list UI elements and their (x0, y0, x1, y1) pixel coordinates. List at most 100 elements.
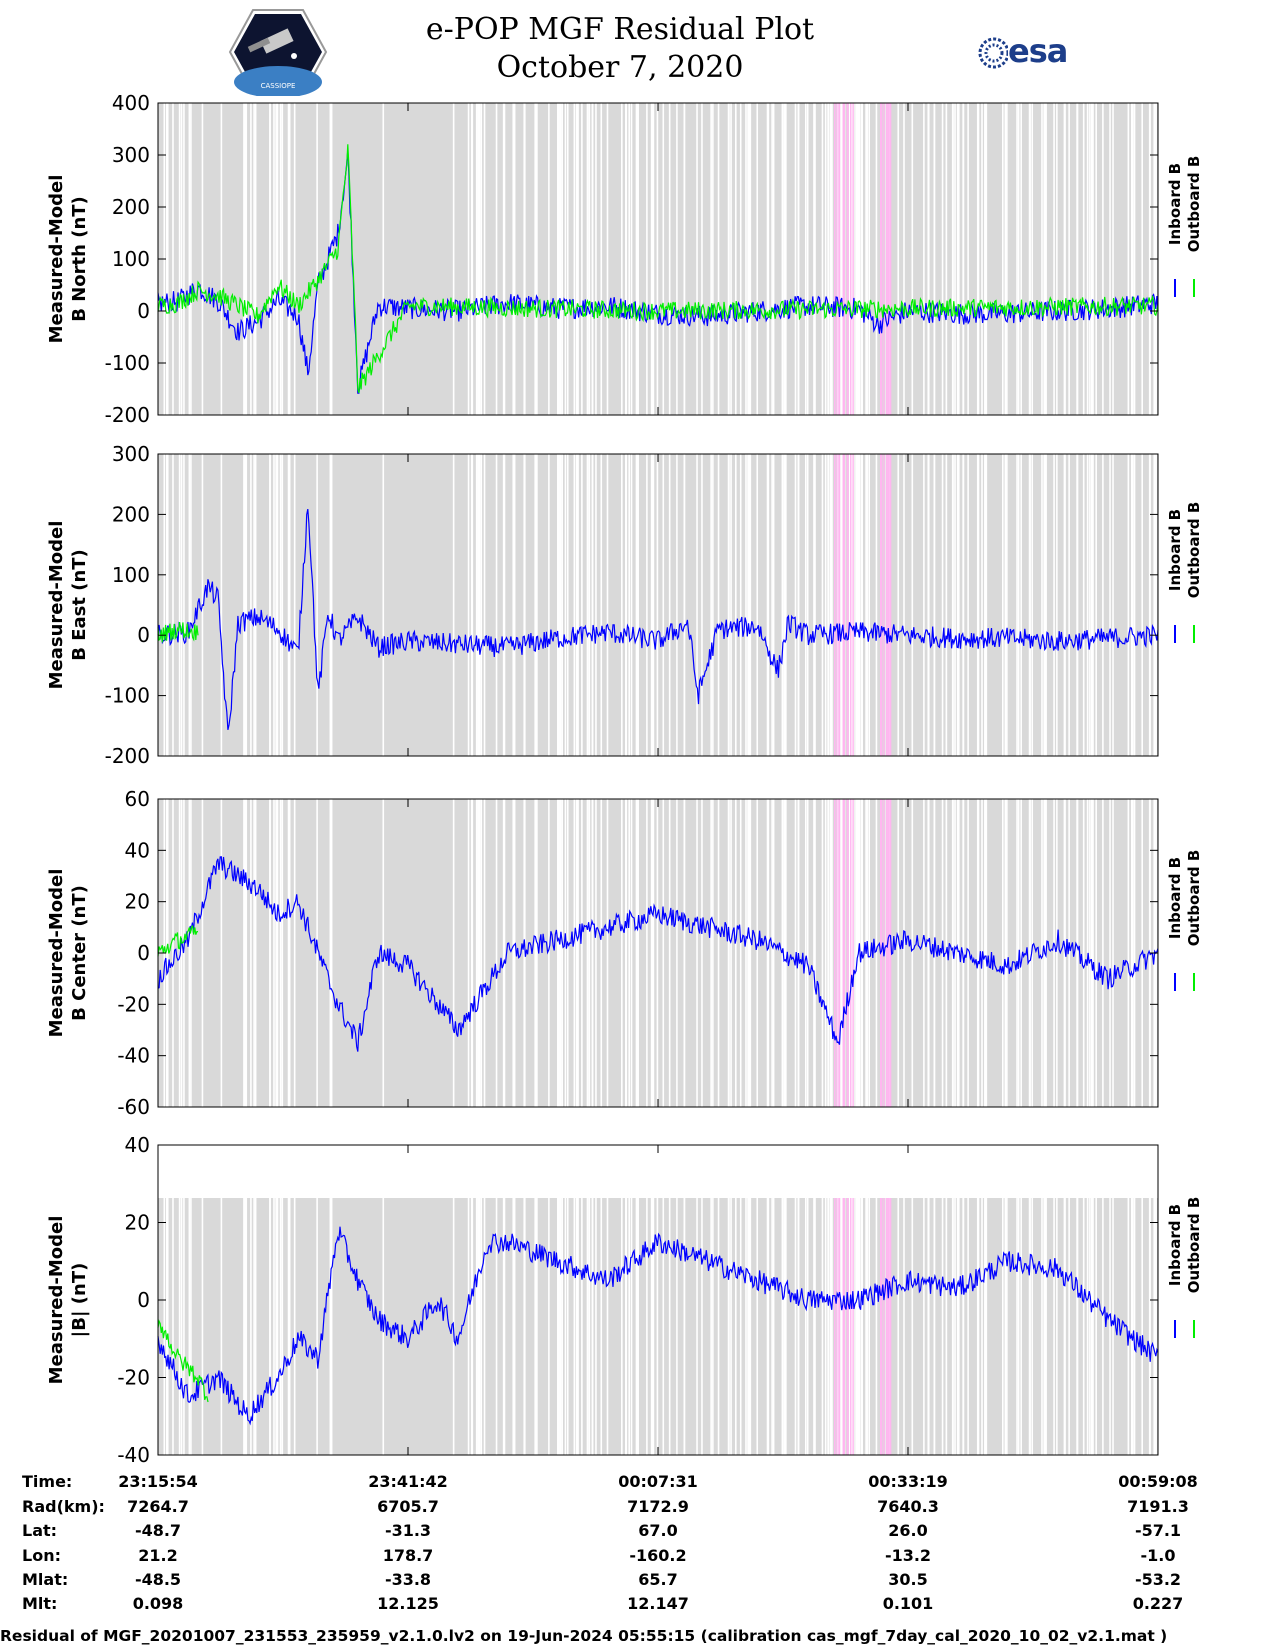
gap-stripe (165, 103, 168, 415)
highlight-stripe (838, 1198, 840, 1455)
gap-stripe (630, 103, 633, 415)
gap-stripe (952, 1198, 954, 1455)
gap-stripe (1089, 454, 1091, 756)
gap-stripe (710, 454, 712, 756)
gap-stripe (557, 1198, 559, 1455)
gap-stripe (1053, 1198, 1055, 1455)
highlight-stripe (852, 799, 854, 1107)
gap-stripe (1095, 799, 1097, 1107)
gap-stripe (814, 1198, 816, 1455)
gap-stripe (747, 799, 749, 1107)
gap-stripe (178, 454, 181, 756)
gap-stripe (636, 454, 638, 756)
gap-stripe (662, 1198, 665, 1455)
gap-stripe (797, 454, 800, 756)
gap-stripe (957, 799, 960, 1107)
gap-stripe (1031, 1198, 1034, 1455)
table-cell: -13.2 (884, 1546, 932, 1565)
gap-stripe (646, 454, 648, 756)
gap-stripe (1063, 454, 1066, 756)
gap-stripe (1112, 103, 1114, 415)
gap-stripe (650, 799, 653, 1107)
gap-stripe (717, 1198, 720, 1455)
y-tick-label: 300 (112, 442, 150, 466)
gap-stripe (1095, 103, 1097, 415)
gap-stripe (1132, 799, 1134, 1107)
gap-stripe (668, 454, 671, 756)
gap-stripe (559, 103, 562, 415)
gap-stripe (276, 103, 279, 415)
gap-stripe (772, 1198, 775, 1455)
gap-stripe (1082, 103, 1085, 415)
gap-stripe (188, 103, 191, 415)
highlight-stripe (885, 1198, 888, 1455)
gap-stripe (856, 103, 859, 415)
gap-stripe (848, 454, 851, 756)
gap-stripe (588, 1198, 590, 1455)
highlight-stripe (883, 454, 885, 756)
y-tick-label: -100 (105, 684, 150, 708)
highlight-stripe (847, 1198, 849, 1455)
y-tick-label: 300 (112, 143, 150, 167)
gap-stripe (470, 799, 473, 1107)
gap-stripe (279, 799, 282, 1107)
gap-stripe (478, 1198, 481, 1455)
gap-stripe (748, 1198, 751, 1455)
gap-stripe (1045, 1198, 1047, 1455)
gap-stripe (772, 799, 775, 1107)
gap-stripe (652, 799, 655, 1107)
gap-stripe (868, 799, 870, 1107)
gap-stripe (279, 1198, 282, 1455)
gap-stripe (1092, 454, 1094, 756)
gap-stripe (165, 1198, 168, 1455)
gap-stripe (183, 103, 185, 415)
gap-stripe (897, 103, 900, 415)
gap-stripe (625, 454, 627, 756)
outboard-series-line (157, 1319, 209, 1403)
gap-stripe (630, 799, 633, 1107)
legend-label-outboard: Outboard B (1185, 1197, 1203, 1294)
gap-stripe (190, 454, 192, 756)
gap-stripe (710, 1198, 712, 1455)
gap-stripe (855, 103, 857, 415)
gap-stripe (747, 103, 749, 415)
gap-stripe (243, 103, 245, 415)
highlight-stripe (881, 454, 883, 756)
gap-stripe (855, 799, 857, 1107)
gap-stripe (923, 454, 925, 756)
gap-stripe (957, 1198, 960, 1455)
gap-stripe (502, 103, 505, 415)
highlight-stripe (833, 103, 836, 415)
gap-stripe (829, 799, 832, 1107)
gap-stripe (1004, 799, 1007, 1107)
gap-stripe (927, 799, 930, 1107)
highlight-stripe (838, 103, 840, 415)
gap-stripe (1090, 454, 1093, 756)
gap-stripe (814, 454, 816, 756)
gap-stripe (1006, 103, 1008, 415)
gap-stripe (316, 103, 318, 415)
gap-stripe (841, 103, 844, 415)
gap-stripe (651, 1198, 654, 1455)
gap-stripe (824, 1198, 827, 1455)
gap-stripe (250, 1198, 252, 1455)
gap-stripe (467, 103, 470, 415)
gap-stripe (276, 1198, 279, 1455)
gap-stripe (783, 1198, 786, 1455)
gap-stripe (851, 103, 853, 415)
table-cell: 12.125 (377, 1594, 439, 1613)
gap-stripe (771, 1198, 773, 1455)
gap-stripe (180, 454, 183, 756)
table-cell: -160.2 (629, 1546, 687, 1565)
gap-stripe (868, 1198, 870, 1455)
gap-stripe (853, 103, 855, 415)
gap-stripe (766, 1198, 769, 1455)
gap-stripe (330, 1198, 333, 1455)
gap-stripe (806, 103, 809, 415)
gap-stripe (166, 799, 169, 1107)
table-cell: 23:15:54 (118, 1472, 198, 1491)
gap-stripe (1132, 1198, 1134, 1455)
gap-stripe (941, 103, 944, 415)
highlight-stripe (836, 454, 838, 756)
gap-stripe (293, 1198, 296, 1455)
